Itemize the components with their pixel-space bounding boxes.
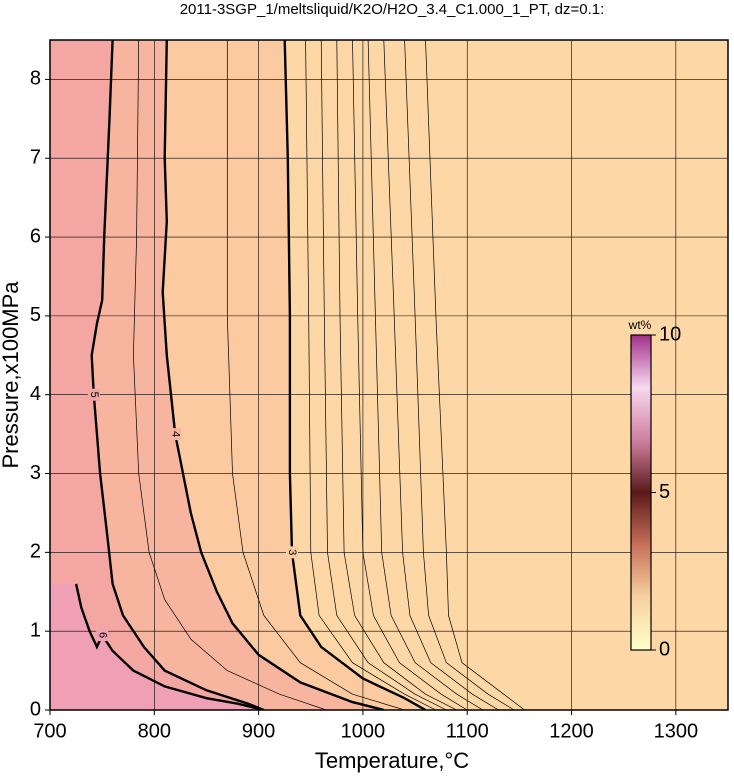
contour-label: 3 xyxy=(286,549,298,555)
x-tick-label: 1100 xyxy=(446,720,489,742)
chart-title: 2011-3SGP_1/meltsliquid/K2O/H2O_3.4_C1.0… xyxy=(180,1,605,18)
contour-line xyxy=(226,40,405,710)
contour-fill xyxy=(50,40,384,710)
contour-line xyxy=(74,583,265,710)
colorbar-tick-label: 0 xyxy=(659,638,670,660)
colorbar xyxy=(630,334,652,651)
contour-line xyxy=(352,40,468,710)
y-tick-label: 6 xyxy=(30,225,41,247)
contour-line xyxy=(305,40,437,710)
contour-line xyxy=(425,40,525,710)
contour-fill xyxy=(50,583,264,710)
y-tick-label: 3 xyxy=(30,462,41,484)
y-tick-label: 5 xyxy=(30,304,41,326)
contour-line xyxy=(161,40,385,710)
y-tick-label: 7 xyxy=(30,147,41,169)
x-axis-label: Temperature,°C xyxy=(315,748,469,773)
plot-frame xyxy=(49,39,729,711)
contour-fill xyxy=(50,40,264,710)
y-axis-label: Pressure,x100MPa xyxy=(0,281,23,469)
y-tick-label: 2 xyxy=(30,541,41,563)
x-tick-label: 1000 xyxy=(341,720,386,742)
y-tick-label: 4 xyxy=(30,383,41,405)
y-tick-label: 1 xyxy=(30,619,41,641)
y-tick-label: 8 xyxy=(30,68,41,90)
colorbar-tick-label: 5 xyxy=(659,481,670,503)
colorbar-tick-label: 10 xyxy=(659,323,681,345)
x-tick-label: 1200 xyxy=(549,720,594,742)
contour-label: 5 xyxy=(88,392,100,398)
x-tick-label: 700 xyxy=(33,720,66,742)
contour-line xyxy=(404,40,515,710)
y-tick-label: 0 xyxy=(30,698,41,720)
contour-line xyxy=(133,40,327,710)
contour-line xyxy=(90,40,265,710)
contour-line xyxy=(336,40,457,710)
contour-line xyxy=(283,40,427,710)
x-tick-label: 800 xyxy=(138,720,171,742)
contour-line xyxy=(320,40,447,710)
contour-label: 4 xyxy=(169,431,181,437)
contour-label: 6 xyxy=(96,632,108,638)
plot-area: 3 4 5 6 xyxy=(50,40,728,710)
x-tick-label: 900 xyxy=(242,720,275,742)
x-tick-label: 1300 xyxy=(654,720,699,742)
contour-line xyxy=(367,40,484,710)
colorbar-title: wt% xyxy=(628,318,652,332)
contour-line xyxy=(383,40,499,710)
overlay: 700 800 900 1000 1100 1200 1300 0 1 2 3 4 5 6 7 8 wt% 0 5 1… xyxy=(30,39,729,742)
